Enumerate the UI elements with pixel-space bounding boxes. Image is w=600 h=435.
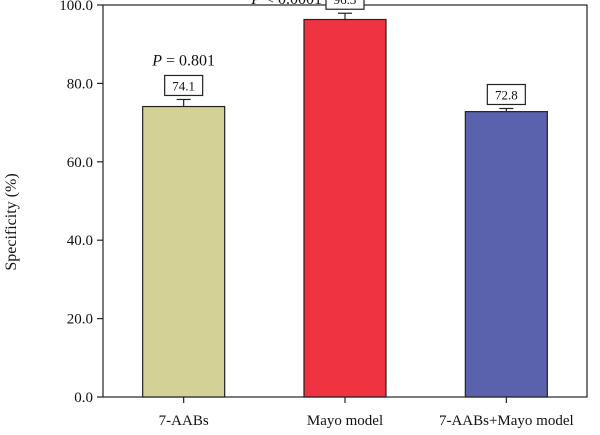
bar — [142, 105, 226, 398]
x-axis: 7-AABs Mayo model 7-AABs+Mayo model — [159, 397, 574, 429]
data-label: 96.3 — [325, 0, 365, 10]
y-tick-label: 0.0 — [74, 390, 93, 406]
y-tick-label: 80.0 — [67, 76, 93, 92]
p-value-annotation: P = 0.801 — [151, 52, 215, 69]
data-label-box — [164, 74, 204, 97]
data-label-box — [325, 0, 365, 10]
bars — [142, 12, 548, 398]
x-tick-label: 7-AABs+Mayo model — [439, 413, 574, 429]
y-tick-label: 100.0 — [59, 0, 93, 14]
x-tick-label: 7-AABs — [159, 413, 209, 429]
data-label-box — [486, 83, 526, 106]
data-label-text: 72.8 — [495, 87, 518, 102]
value-labels: 74.196.372.8P = 0.801P < 0.0001 — [151, 0, 526, 106]
bar — [303, 18, 387, 398]
data-label: 74.1 — [164, 74, 204, 97]
y-tick-label: 20.0 — [67, 312, 93, 328]
p-value-text: < 0.0001 — [261, 0, 322, 8]
y-axis-label: Specificity (%) — [3, 173, 20, 270]
y-tick-label: 60.0 — [67, 155, 93, 171]
p-value-annotation: P < 0.0001 — [250, 0, 322, 8]
p-value-symbol: P — [250, 0, 261, 8]
data-label-text: 96.3 — [334, 0, 357, 7]
data-label: 72.8 — [486, 83, 526, 106]
p-value-text: = 0.801 — [162, 52, 215, 69]
x-tick-label: Mayo model — [307, 413, 383, 429]
data-label-text: 74.1 — [172, 78, 195, 93]
y-tick-label: 40.0 — [67, 233, 93, 249]
bar — [464, 111, 548, 398]
p-value-symbol: P — [151, 52, 162, 69]
y-axis: 0.0 20.0 40.0 60.0 80.0 100.0 — [59, 0, 103, 406]
